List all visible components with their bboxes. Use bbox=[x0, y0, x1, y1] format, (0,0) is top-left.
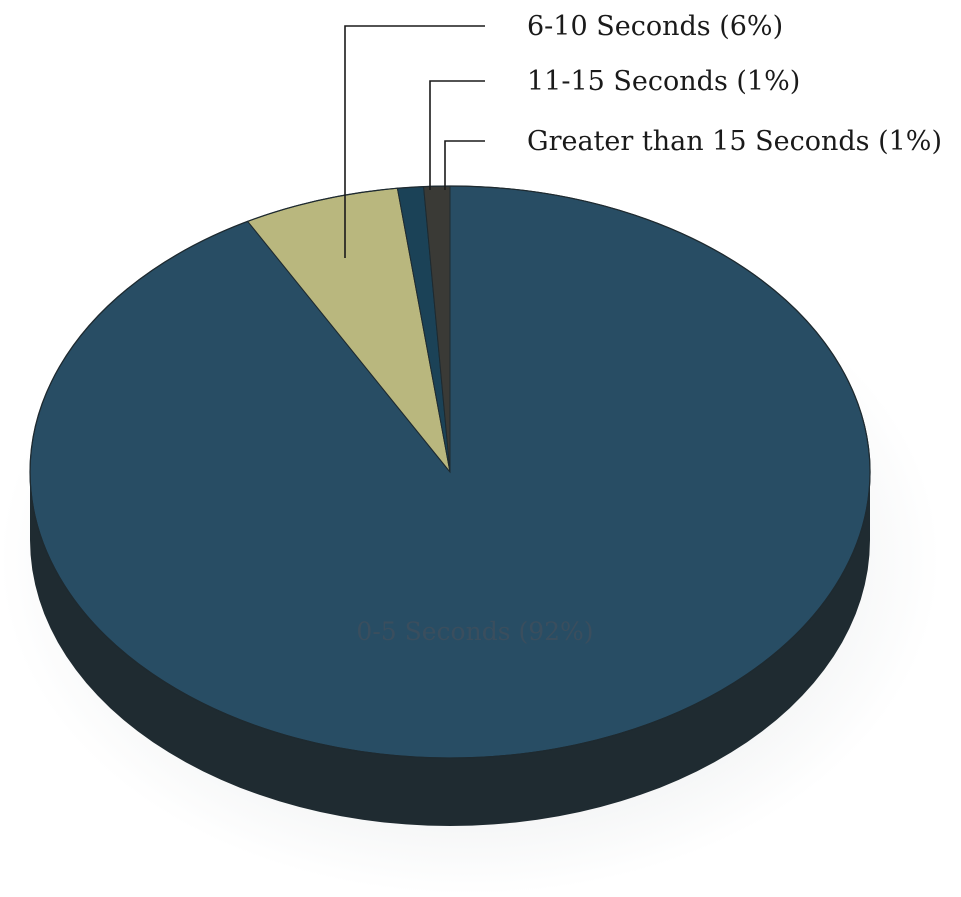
slice-side-0-5-seconds bbox=[30, 472, 870, 826]
pie-rim bbox=[29, 185, 871, 759]
data-label-11-15-seconds: 11-15 Seconds (1%) bbox=[527, 66, 800, 97]
data-label-greater-than-15-seconds: Greater than 15 Seconds (1%) bbox=[527, 126, 942, 157]
pie-callouts-group: 0-5 Seconds (92%) 6-10 Seconds (6%) 11-15 … bbox=[344, 11, 942, 646]
leader-line-greater-than-15-seconds bbox=[444, 140, 485, 190]
data-label-6-10-seconds: 6-10 Seconds (6%) bbox=[527, 11, 783, 42]
leader-line-6-10-seconds bbox=[344, 25, 485, 258]
pie-side-group bbox=[30, 472, 870, 826]
pie-top-group bbox=[29, 185, 871, 759]
data-label-0-5-seconds: 0-5 Seconds (92%) bbox=[356, 617, 593, 646]
leader-line-11-15-seconds bbox=[429, 80, 485, 190]
